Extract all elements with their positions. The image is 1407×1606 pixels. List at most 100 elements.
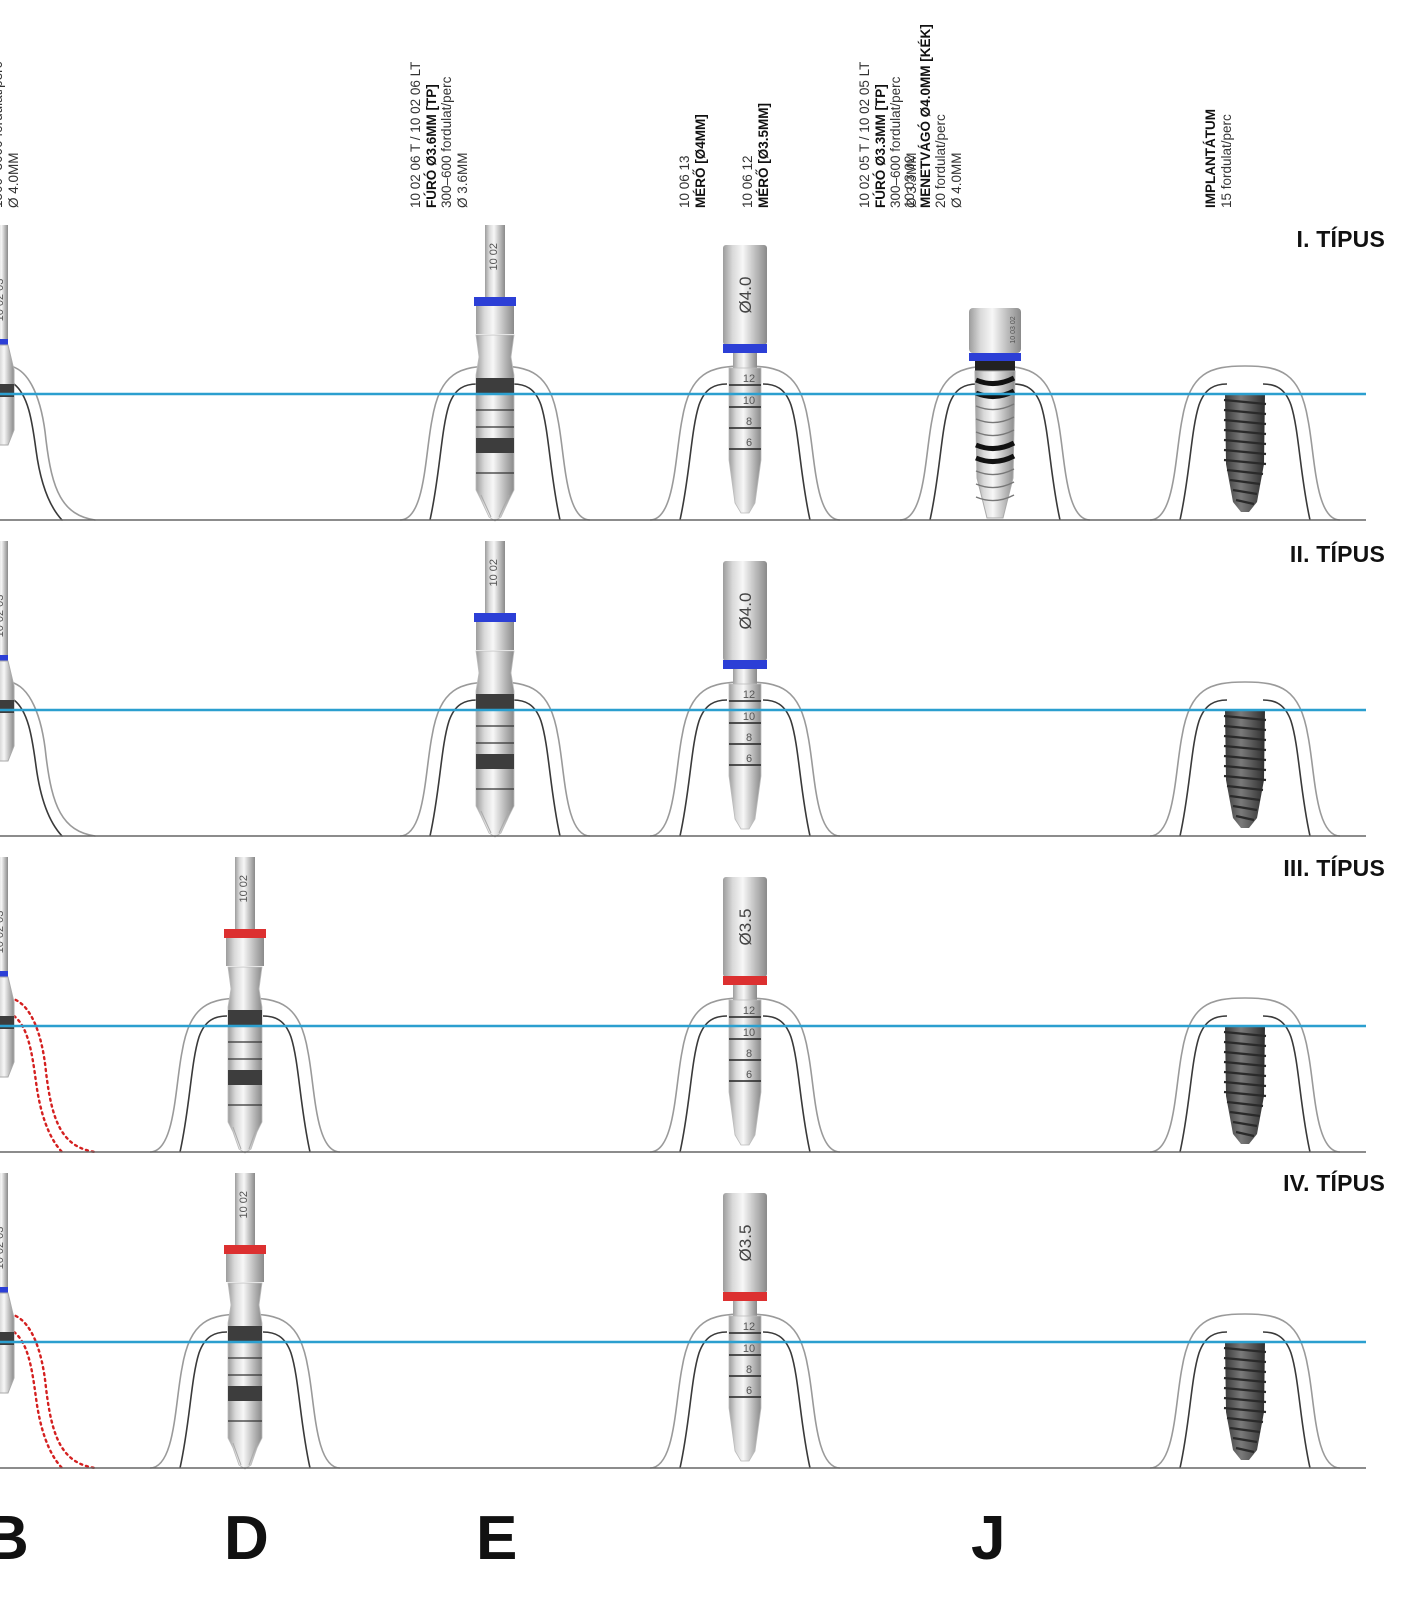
b-color-band <box>0 1287 8 1293</box>
gum-inner-line <box>429 383 561 521</box>
gauge-diameter-text: Ø3.5 <box>736 1225 755 1262</box>
implant-thread <box>1223 1040 1267 1048</box>
implant-thread <box>1226 1416 1264 1424</box>
row-type-label-2: II. TÍPUS <box>1289 541 1385 567</box>
implant-thread <box>1229 1426 1261 1434</box>
b-drill-partial: 10 02 03 <box>0 541 15 762</box>
implant-thread <box>1223 1406 1267 1414</box>
drill-code-text: 10 02 <box>488 559 500 587</box>
gum-inner-line <box>1179 699 1311 837</box>
gauge-depth-number: 6 <box>746 1069 752 1081</box>
gauge-depth-number: 6 <box>746 437 752 449</box>
implant-thread <box>1232 1436 1258 1444</box>
depth-gauge-tool: Ø4.0 12 10 8 6 <box>723 561 767 830</box>
row-type-label-1: I. TÍPUS <box>1296 226 1385 252</box>
implant-fixture <box>1223 710 1267 828</box>
gauge-color-band <box>723 1292 767 1301</box>
drill-body <box>227 966 263 1154</box>
drill-depth-band <box>476 438 514 453</box>
drill-color-band <box>224 929 266 938</box>
drill-tool: 10 02 <box>224 857 266 1154</box>
implant-thread <box>1223 1030 1267 1038</box>
drill-body <box>475 334 515 522</box>
b-shank <box>0 225 8 340</box>
implant-thread <box>1235 498 1255 506</box>
drill-tip-edge <box>480 494 510 518</box>
drill-color-band <box>224 1245 266 1254</box>
drill-neck <box>226 1254 264 1282</box>
b-shank <box>0 1173 8 1288</box>
drill-tool: 10 02 <box>474 225 516 522</box>
implant-thread <box>1229 478 1261 486</box>
implant-thread <box>1223 1090 1267 1098</box>
gum-outer-line <box>1149 365 1341 521</box>
drill-code-text: 10 02 <box>238 875 250 903</box>
implant-thread <box>1226 1100 1264 1108</box>
tap-color-band <box>969 353 1021 361</box>
implant-thread <box>1223 754 1267 762</box>
b-shank <box>0 857 8 972</box>
implant-thread <box>1223 734 1267 742</box>
depth-gauge-tool: Ø4.0 12 10 8 6 <box>723 245 767 514</box>
implant-thread <box>1235 1446 1255 1454</box>
gauge-depth-number: 10 <box>743 1027 755 1039</box>
tap-tool: 10 03 02 <box>969 308 1021 519</box>
implant-thread <box>1232 488 1258 496</box>
gauge-depth-number: 10 <box>743 711 755 723</box>
tap-collar <box>975 361 1015 371</box>
implant-thread <box>1223 438 1267 446</box>
implant-thread <box>1232 804 1258 812</box>
implant-thread <box>1223 1376 1267 1384</box>
drill-neck <box>476 622 514 650</box>
implant-thread <box>1229 1110 1261 1118</box>
b-code-text: 10 02 03 <box>0 279 6 322</box>
b-gum-inner <box>12 1014 64 1154</box>
drill-neck <box>226 938 264 966</box>
gum-inner-line <box>179 1331 311 1469</box>
drill-neck <box>476 306 514 334</box>
b-gum-inner <box>13 699 63 837</box>
implant-thread <box>1223 418 1267 426</box>
implant-thread <box>1226 784 1264 792</box>
gauge-head <box>723 877 767 977</box>
b-code-text: 10 02 03 <box>0 1227 6 1270</box>
drill-tool: 10 02 <box>224 1173 266 1470</box>
implant-thread <box>1223 1366 1267 1374</box>
gauge-body <box>728 367 762 514</box>
implant-thread <box>1223 1346 1267 1354</box>
tap-head <box>969 308 1021 353</box>
gauge-head <box>723 245 767 345</box>
gauge-depth-number: 8 <box>746 732 752 744</box>
b-gum-outer <box>9 365 96 521</box>
gum-ridge-outline <box>1149 1313 1341 1469</box>
drill-depth-band <box>476 694 514 709</box>
gauge-body <box>728 683 762 830</box>
column-letter-j: J <box>971 1504 1006 1573</box>
drill-shank <box>485 225 505 297</box>
gum-outer-line <box>1149 997 1341 1153</box>
gum-outer-line <box>1149 1313 1341 1469</box>
gum-outer-line <box>1149 681 1341 837</box>
implant-thread <box>1223 1060 1267 1068</box>
gum-inner-line <box>679 699 811 837</box>
gauge-depth-number: 12 <box>743 1005 755 1017</box>
gauge-body <box>728 1315 762 1462</box>
b-gum-inner <box>12 1330 64 1470</box>
drill-tip-edge <box>232 1442 258 1466</box>
gauge-head <box>723 561 767 661</box>
gauge-depth-number: 6 <box>746 753 752 765</box>
implant-fixture <box>1223 394 1267 512</box>
drill-body <box>227 1282 263 1470</box>
gauge-depth-number: 6 <box>746 1385 752 1397</box>
gauge-depth-number: 12 <box>743 1321 755 1333</box>
implant-thread <box>1223 448 1267 456</box>
tap-thread <box>975 494 1015 502</box>
implant-thread <box>1226 468 1264 476</box>
b-shank <box>0 541 8 656</box>
b-gum-inner <box>13 383 63 521</box>
drill-color-band <box>474 297 516 306</box>
implant-thread <box>1223 774 1267 782</box>
drill-tip-edge <box>232 1126 258 1150</box>
gauge-neck <box>733 353 757 368</box>
